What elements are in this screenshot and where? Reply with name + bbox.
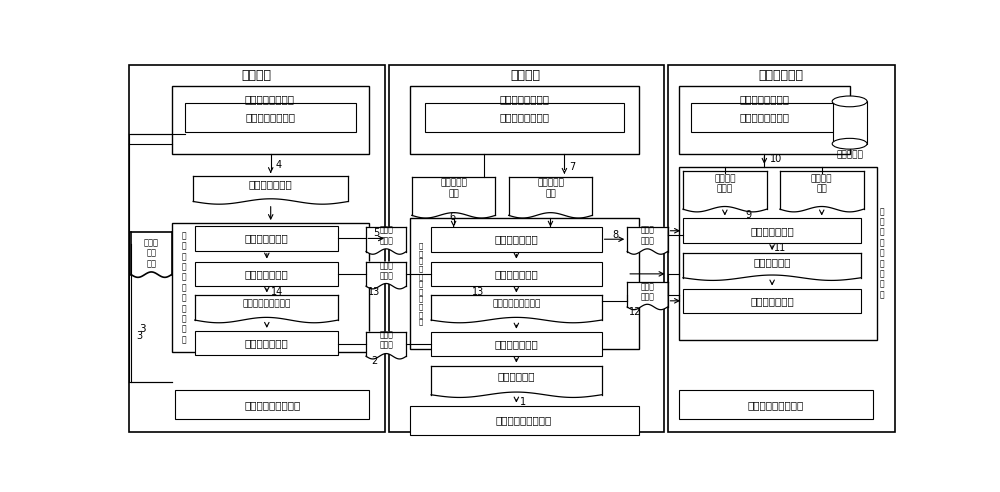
Bar: [175, 390, 369, 419]
Bar: [410, 218, 639, 349]
Text: 完整性请求
消息: 完整性请求 消息: [440, 179, 467, 198]
Text: 4: 4: [275, 159, 282, 170]
Ellipse shape: [832, 138, 867, 149]
Polygon shape: [683, 171, 767, 212]
Text: 完整性度量子模块: 完整性度量子模块: [246, 113, 296, 123]
Text: 完整性报
告消息: 完整性报 告消息: [714, 174, 736, 193]
Text: 8: 8: [613, 230, 619, 240]
Bar: [172, 223, 369, 352]
Text: 校验结果
消息: 校验结果 消息: [811, 174, 832, 193]
Text: 7: 7: [569, 162, 575, 172]
Text: 可信评估子模块: 可信评估子模块: [750, 226, 794, 236]
Text: 评估管理子模块: 评估管理子模块: [245, 338, 289, 348]
Text: 12: 12: [629, 307, 641, 316]
Text: 可信报告子模块: 可信报告子模块: [245, 233, 289, 244]
Bar: [195, 226, 338, 251]
Polygon shape: [509, 177, 592, 218]
Text: 边界网关: 边界网关: [511, 69, 541, 83]
Polygon shape: [627, 227, 668, 254]
Polygon shape: [366, 332, 406, 359]
Ellipse shape: [832, 96, 867, 107]
Polygon shape: [431, 295, 602, 323]
Text: 评估激
活消息: 评估激 活消息: [379, 331, 393, 350]
Text: 校验结果消息: 校验结果消息: [753, 257, 791, 267]
Bar: [129, 65, 385, 432]
Text: 评估报告子模块: 评估报告子模块: [750, 296, 794, 306]
Polygon shape: [193, 176, 348, 204]
Bar: [410, 86, 639, 154]
Text: 5: 5: [373, 228, 379, 238]
Bar: [410, 405, 639, 435]
Bar: [683, 288, 861, 313]
Text: 评
估
策
略
服
务
者
实
例: 评 估 策 略 服 务 者 实 例: [880, 207, 884, 299]
Text: 接入点评估结果消息: 接入点评估结果消息: [243, 300, 291, 308]
Bar: [679, 86, 850, 154]
Bar: [431, 262, 602, 286]
Bar: [833, 101, 867, 144]
Text: 完整性报告
消息: 完整性报告 消息: [537, 179, 564, 198]
Text: 完整性
请求
消息: 完整性 请求 消息: [144, 238, 159, 268]
Bar: [431, 332, 602, 356]
Polygon shape: [431, 366, 602, 398]
Text: 可信报
告消息: 可信报 告消息: [640, 226, 654, 245]
Bar: [691, 103, 838, 132]
Text: 可信验证子模块: 可信验证子模块: [245, 269, 289, 279]
Text: 3: 3: [139, 324, 145, 334]
Text: 网络访问控制者实例: 网络访问控制者实例: [496, 415, 552, 425]
Text: 完整性度量子模块: 完整性度量子模块: [499, 113, 549, 123]
Text: 外部节点: 外部节点: [242, 69, 272, 83]
Bar: [431, 227, 602, 251]
Text: 可信报
告消息: 可信报 告消息: [379, 226, 393, 245]
Text: 安全管理中心: 安全管理中心: [758, 69, 803, 83]
Text: 可信报告子模块: 可信报告子模块: [494, 234, 538, 244]
Bar: [425, 103, 624, 132]
Text: 评估激活消息: 评估激活消息: [498, 371, 535, 381]
Text: 可信报
告消息: 可信报 告消息: [379, 261, 393, 280]
Text: 可信验证子模块: 可信验证子模块: [494, 269, 538, 279]
Bar: [388, 65, 664, 432]
Polygon shape: [683, 253, 861, 280]
Polygon shape: [195, 295, 338, 323]
Polygon shape: [780, 171, 864, 212]
Text: 可
信
网
络
连
接
客
户
端
实
例: 可 信 网 络 连 接 客 户 端 实 例: [419, 243, 423, 325]
Bar: [195, 262, 338, 286]
Bar: [172, 86, 369, 154]
Polygon shape: [131, 232, 172, 277]
Text: 11: 11: [774, 244, 786, 253]
Text: 可信基准库: 可信基准库: [836, 150, 863, 159]
Bar: [683, 218, 861, 243]
Text: 完整性收集者实例: 完整性收集者实例: [245, 94, 295, 104]
Text: 13: 13: [472, 286, 484, 297]
Text: 1: 1: [520, 397, 526, 407]
Polygon shape: [366, 262, 406, 289]
Text: 鉴别策略服务者实例: 鉴别策略服务者实例: [748, 400, 804, 410]
Text: 6: 6: [449, 212, 455, 222]
Bar: [679, 390, 873, 419]
Text: 9: 9: [746, 210, 752, 219]
Text: 10: 10: [770, 154, 782, 164]
Text: 2: 2: [371, 356, 378, 366]
Bar: [679, 167, 877, 340]
Text: 完整性校验者实例: 完整性校验者实例: [739, 94, 789, 104]
Polygon shape: [627, 282, 668, 309]
Text: 接入点评估结果消息: 接入点评估结果消息: [492, 300, 541, 308]
Text: 评估报
告消息: 评估报 告消息: [640, 282, 654, 301]
Text: 13: 13: [368, 286, 381, 297]
Text: 可
信
网
络
连
接
客
户
端
实
例: 可 信 网 络 连 接 客 户 端 实 例: [182, 231, 186, 344]
Polygon shape: [412, 177, 495, 218]
Polygon shape: [366, 227, 406, 254]
Bar: [668, 65, 895, 432]
Bar: [185, 103, 356, 132]
Bar: [195, 331, 338, 356]
Text: 网络访问请求者实例: 网络访问请求者实例: [244, 400, 300, 410]
Text: 完整性报告消息: 完整性报告消息: [249, 180, 293, 189]
Text: 14: 14: [271, 286, 283, 297]
Text: 评估管理子模块: 评估管理子模块: [494, 339, 538, 349]
Text: 完整性收集者实例: 完整性收集者实例: [499, 94, 549, 104]
Text: 3: 3: [136, 331, 142, 341]
Text: 完整性校验子模块: 完整性校验子模块: [739, 113, 789, 123]
